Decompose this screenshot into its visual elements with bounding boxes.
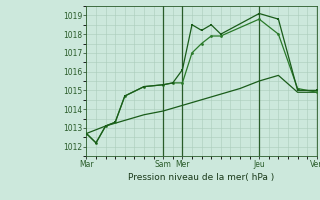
- X-axis label: Pression niveau de la mer( hPa ): Pression niveau de la mer( hPa ): [128, 173, 275, 182]
